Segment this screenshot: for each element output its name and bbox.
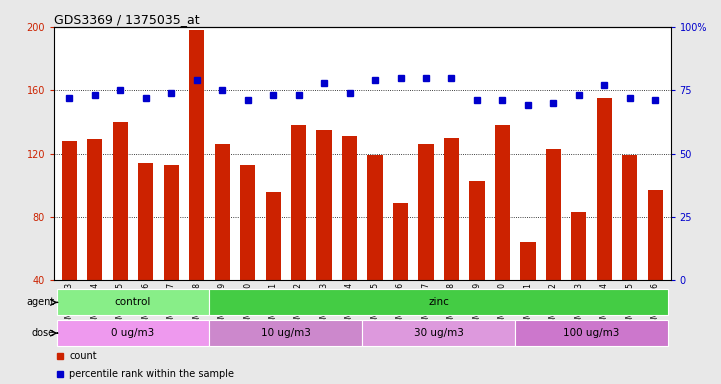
Text: percentile rank within the sample: percentile rank within the sample bbox=[69, 369, 234, 379]
Bar bbox=[317, 130, 332, 280]
Bar bbox=[495, 125, 510, 280]
Bar bbox=[87, 139, 102, 280]
Bar bbox=[444, 138, 459, 280]
Bar bbox=[622, 155, 637, 280]
Bar bbox=[521, 242, 536, 280]
Text: 0 ug/m3: 0 ug/m3 bbox=[112, 328, 155, 338]
Bar bbox=[647, 190, 663, 280]
Bar bbox=[57, 290, 210, 315]
Bar bbox=[62, 141, 77, 280]
Text: 10 ug/m3: 10 ug/m3 bbox=[261, 328, 311, 338]
Bar bbox=[515, 320, 668, 346]
Bar bbox=[210, 320, 363, 346]
Bar bbox=[368, 155, 383, 280]
Bar bbox=[291, 125, 306, 280]
Bar bbox=[393, 203, 408, 280]
Bar bbox=[215, 144, 230, 280]
Bar bbox=[164, 165, 179, 280]
Bar bbox=[469, 180, 485, 280]
Text: 30 ug/m3: 30 ug/m3 bbox=[414, 328, 464, 338]
Text: 100 ug/m3: 100 ug/m3 bbox=[563, 328, 620, 338]
Text: control: control bbox=[115, 297, 151, 308]
Bar bbox=[210, 290, 668, 315]
Text: agent: agent bbox=[27, 297, 55, 308]
Bar bbox=[265, 192, 280, 280]
Text: zinc: zinc bbox=[428, 297, 449, 308]
Text: dose: dose bbox=[32, 328, 55, 338]
Bar bbox=[112, 122, 128, 280]
Bar bbox=[597, 98, 612, 280]
Text: GDS3369 / 1375035_at: GDS3369 / 1375035_at bbox=[54, 13, 200, 26]
Bar bbox=[546, 149, 561, 280]
Text: count: count bbox=[69, 351, 97, 361]
Bar bbox=[138, 163, 154, 280]
Bar bbox=[418, 144, 433, 280]
Bar bbox=[571, 212, 586, 280]
Bar bbox=[363, 320, 515, 346]
Bar bbox=[57, 320, 210, 346]
Bar bbox=[342, 136, 357, 280]
Bar bbox=[189, 30, 204, 280]
Bar bbox=[240, 165, 255, 280]
